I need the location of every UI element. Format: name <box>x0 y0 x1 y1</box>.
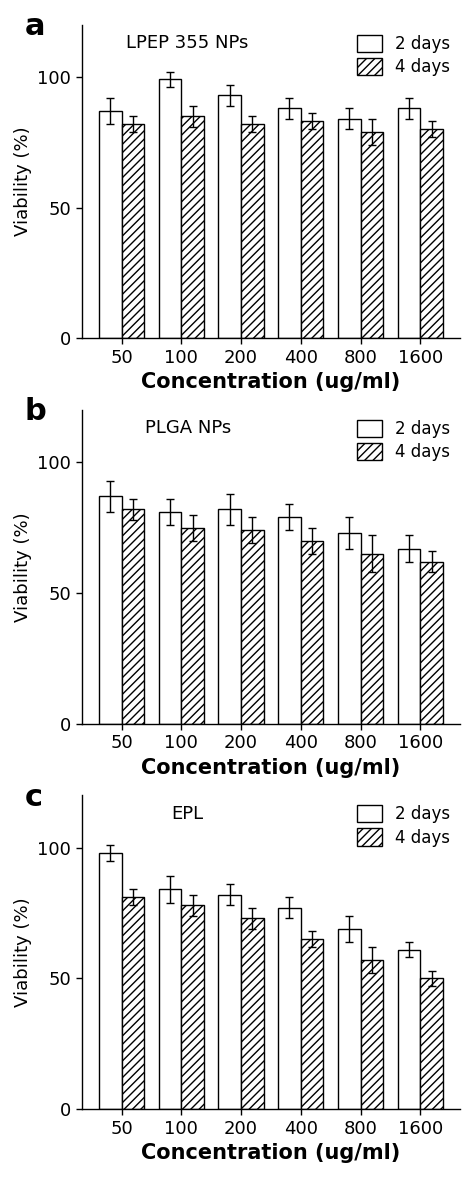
Bar <box>182 905 204 1109</box>
Y-axis label: Viability (%): Viability (%) <box>14 897 32 1008</box>
Legend: 2 days, 4 days: 2 days, 4 days <box>350 799 457 853</box>
Bar <box>122 510 144 724</box>
X-axis label: Concentration (ug/ml): Concentration (ug/ml) <box>141 758 401 778</box>
Bar <box>219 510 241 724</box>
Text: b: b <box>25 398 47 426</box>
Bar <box>361 960 383 1109</box>
Text: LPEP 355 NPs: LPEP 355 NPs <box>127 34 249 52</box>
Text: c: c <box>25 783 43 812</box>
X-axis label: Concentration (ug/ml): Concentration (ug/ml) <box>141 1143 401 1163</box>
Bar <box>278 907 301 1109</box>
Bar <box>99 497 122 724</box>
Text: EPL: EPL <box>172 805 204 823</box>
Bar <box>99 853 122 1109</box>
Bar <box>159 80 182 338</box>
Bar <box>398 548 420 724</box>
X-axis label: Concentration (ug/ml): Concentration (ug/ml) <box>141 372 401 392</box>
Bar <box>301 540 323 724</box>
Bar <box>122 124 144 338</box>
Bar <box>241 124 264 338</box>
Bar <box>420 129 443 338</box>
Bar <box>278 517 301 724</box>
Bar <box>398 950 420 1109</box>
Bar <box>219 895 241 1109</box>
Text: a: a <box>25 12 46 41</box>
Bar <box>338 533 361 724</box>
Bar <box>182 117 204 338</box>
Bar <box>420 561 443 724</box>
Y-axis label: Viability (%): Viability (%) <box>14 512 32 621</box>
Text: PLGA NPs: PLGA NPs <box>145 419 231 438</box>
Legend: 2 days, 4 days: 2 days, 4 days <box>350 413 457 468</box>
Bar <box>122 897 144 1109</box>
Bar <box>219 95 241 338</box>
Bar <box>338 119 361 338</box>
Y-axis label: Viability (%): Viability (%) <box>14 127 32 237</box>
Bar <box>361 132 383 338</box>
Bar <box>361 553 383 724</box>
Bar <box>99 111 122 338</box>
Bar <box>278 108 301 338</box>
Bar <box>398 108 420 338</box>
Bar <box>241 530 264 724</box>
Bar <box>159 890 182 1109</box>
Bar <box>182 527 204 724</box>
Legend: 2 days, 4 days: 2 days, 4 days <box>350 28 457 82</box>
Bar <box>241 918 264 1109</box>
Bar <box>338 929 361 1109</box>
Bar <box>159 512 182 724</box>
Bar <box>301 939 323 1109</box>
Bar <box>301 121 323 338</box>
Bar <box>420 978 443 1109</box>
